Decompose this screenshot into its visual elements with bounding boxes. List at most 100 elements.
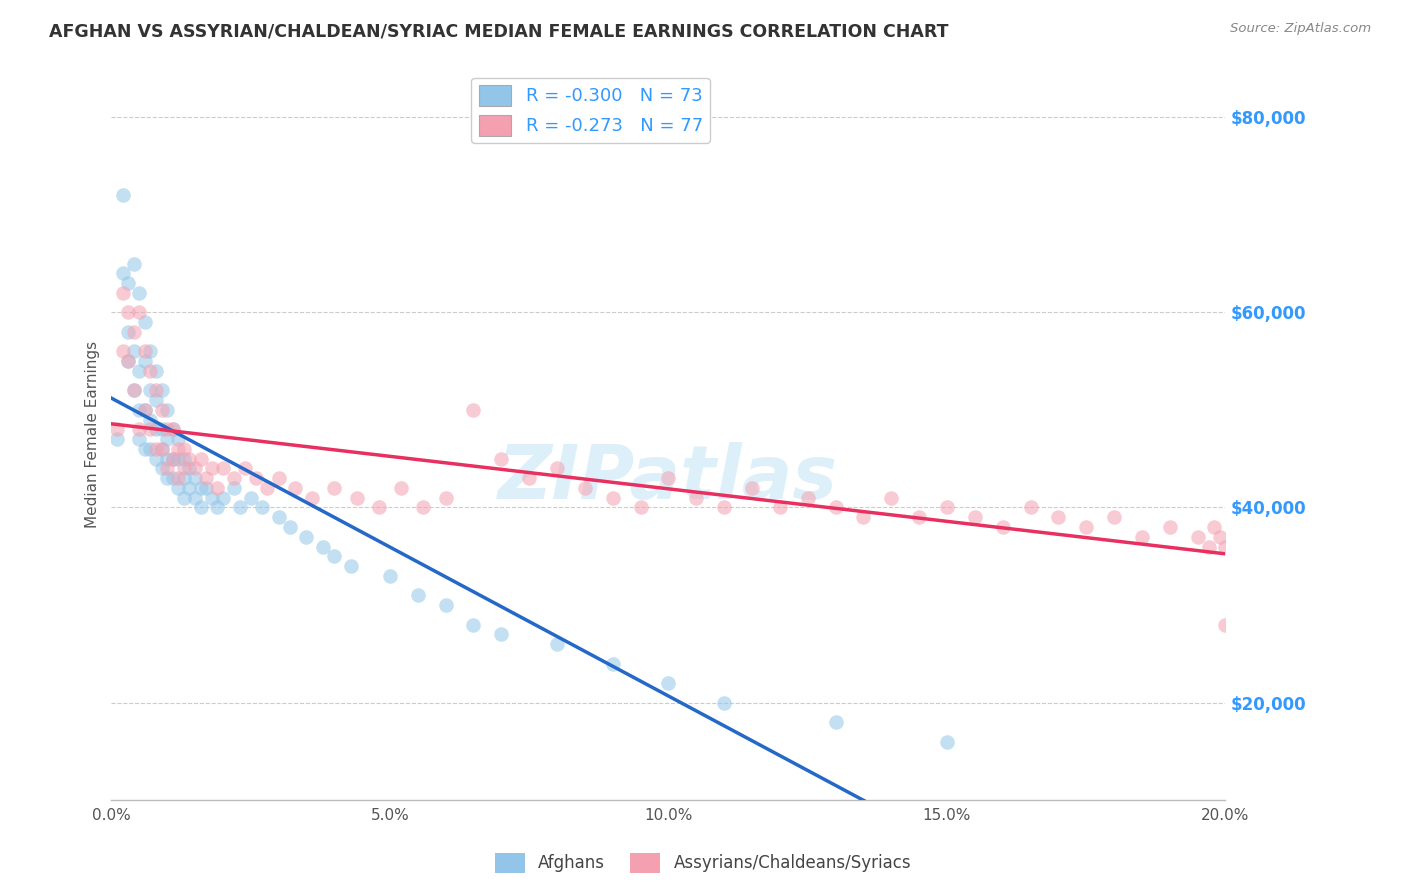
Point <box>105 422 128 436</box>
Point <box>128 305 150 319</box>
Point <box>150 422 173 436</box>
Point <box>139 442 162 456</box>
Point <box>139 422 162 436</box>
Point <box>824 715 846 730</box>
Point <box>250 500 273 515</box>
Point <box>295 530 318 544</box>
Point <box>122 325 145 339</box>
Point <box>207 481 229 495</box>
Point <box>389 481 412 495</box>
Point <box>128 422 150 436</box>
Point <box>195 481 218 495</box>
Point <box>117 354 139 368</box>
Point <box>367 500 389 515</box>
Point <box>122 344 145 359</box>
Point <box>991 520 1014 534</box>
Point <box>602 657 624 671</box>
Point <box>228 500 250 515</box>
Point <box>111 344 134 359</box>
Point <box>134 354 156 368</box>
Point <box>378 568 401 582</box>
Point <box>156 461 179 475</box>
Point <box>173 471 195 485</box>
Point <box>1215 617 1237 632</box>
Point <box>190 481 212 495</box>
Point <box>139 384 162 398</box>
Point <box>657 471 679 485</box>
Point <box>111 285 134 300</box>
Point <box>201 491 224 505</box>
Point <box>162 471 184 485</box>
Point <box>190 451 212 466</box>
Point <box>574 481 596 495</box>
Point <box>412 500 434 515</box>
Text: AFGHAN VS ASSYRIAN/CHALDEAN/SYRIAC MEDIAN FEMALE EARNINGS CORRELATION CHART: AFGHAN VS ASSYRIAN/CHALDEAN/SYRIAC MEDIA… <box>49 22 949 40</box>
Point <box>117 354 139 368</box>
Point <box>936 500 959 515</box>
Text: ZIPatlas: ZIPatlas <box>499 442 838 515</box>
Y-axis label: Median Female Earnings: Median Female Earnings <box>86 341 100 528</box>
Point <box>1130 530 1153 544</box>
Point <box>211 461 233 475</box>
Point <box>128 364 150 378</box>
Point <box>134 315 156 329</box>
Point <box>434 491 457 505</box>
Point <box>156 403 179 417</box>
Point <box>963 510 986 524</box>
Point <box>139 413 162 427</box>
Point <box>278 520 301 534</box>
Point <box>256 481 278 495</box>
Point <box>145 384 167 398</box>
Point <box>880 491 903 505</box>
Point <box>222 481 245 495</box>
Point <box>190 500 212 515</box>
Point <box>491 451 513 466</box>
Text: Source: ZipAtlas.com: Source: ZipAtlas.com <box>1230 22 1371 36</box>
Point <box>156 422 179 436</box>
Point <box>491 627 513 641</box>
Point <box>111 188 134 202</box>
Point <box>134 403 156 417</box>
Point <box>179 461 201 475</box>
Point <box>122 384 145 398</box>
Point <box>222 471 245 485</box>
Point <box>233 461 256 475</box>
Point <box>936 734 959 748</box>
Point <box>167 471 190 485</box>
Point <box>173 491 195 505</box>
Point <box>156 471 179 485</box>
Point <box>173 442 195 456</box>
Point <box>201 461 224 475</box>
Point <box>406 588 429 602</box>
Point <box>150 442 173 456</box>
Point <box>1076 520 1098 534</box>
Point <box>134 442 156 456</box>
Point <box>117 325 139 339</box>
Legend: R = -0.300   N = 73, R = -0.273   N = 77: R = -0.300 N = 73, R = -0.273 N = 77 <box>471 78 710 143</box>
Point <box>245 471 267 485</box>
Point <box>111 266 134 280</box>
Point <box>1047 510 1070 524</box>
Point <box>713 696 735 710</box>
Point <box>207 500 229 515</box>
Point <box>312 540 335 554</box>
Point <box>685 491 707 505</box>
Point <box>239 491 262 505</box>
Point <box>1198 540 1220 554</box>
Point <box>796 491 818 505</box>
Point <box>211 491 233 505</box>
Point <box>546 637 568 651</box>
Point <box>134 403 156 417</box>
Point <box>267 510 290 524</box>
Point <box>173 451 195 466</box>
Point <box>122 257 145 271</box>
Point <box>117 276 139 290</box>
Point <box>657 676 679 690</box>
Point <box>184 461 207 475</box>
Point <box>1159 520 1181 534</box>
Point <box>463 403 485 417</box>
Point <box>1019 500 1042 515</box>
Point <box>769 500 792 515</box>
Point <box>908 510 931 524</box>
Point <box>267 471 290 485</box>
